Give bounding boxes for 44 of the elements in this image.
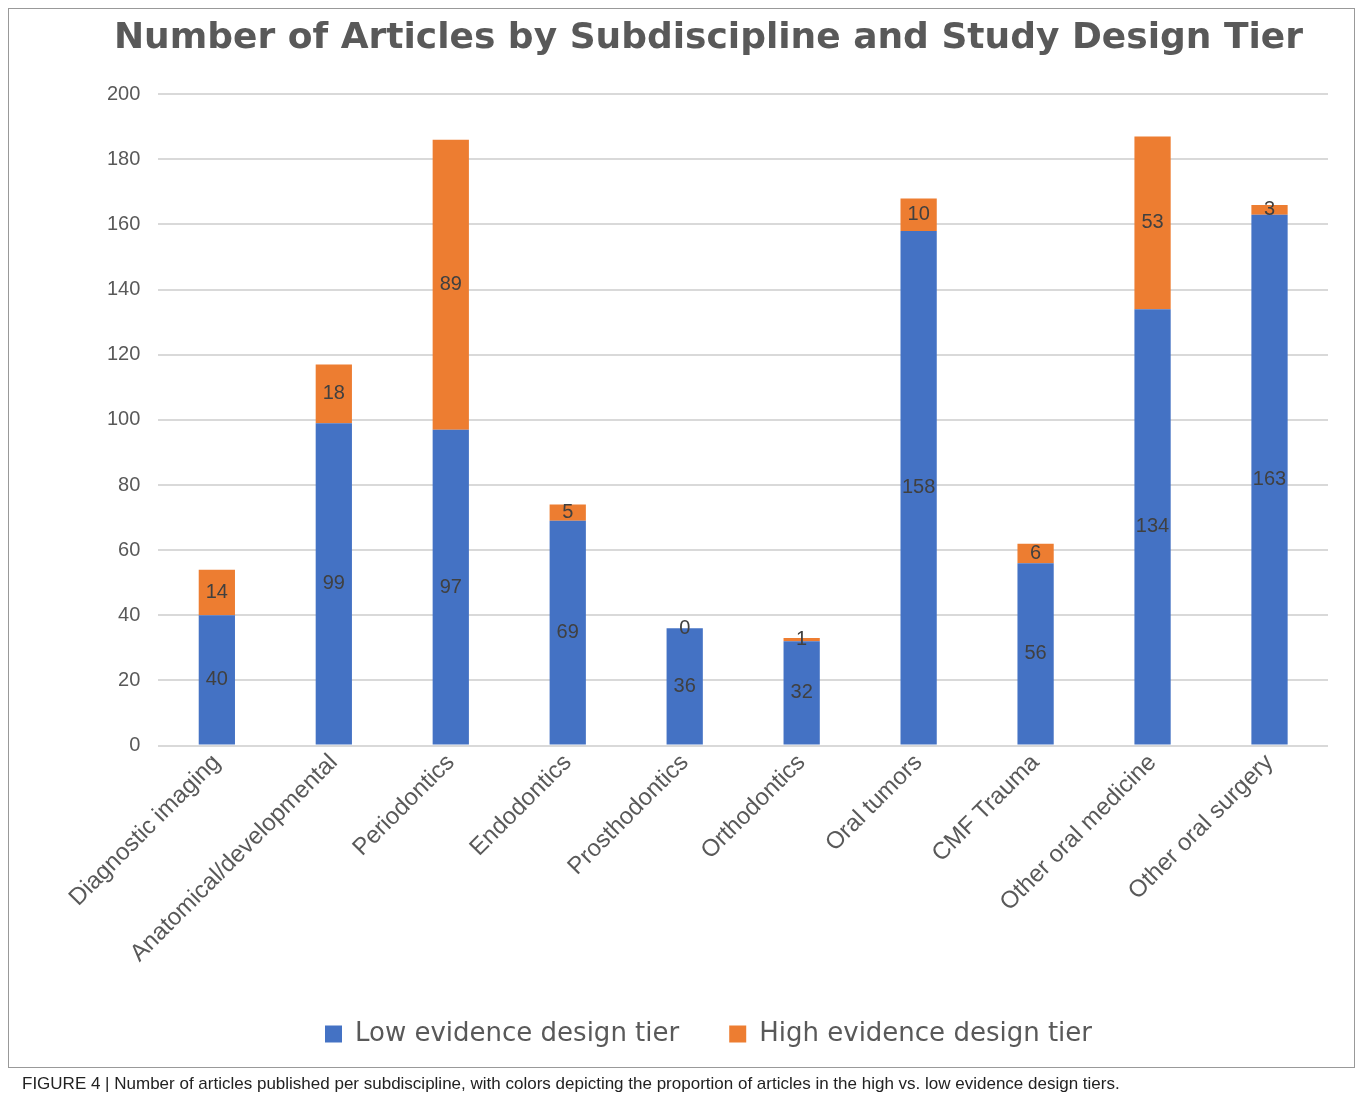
data-label: 1 xyxy=(796,627,808,650)
y-tick-label: 160 xyxy=(106,211,141,234)
data-label: 18 xyxy=(322,381,345,404)
data-label: 158 xyxy=(901,475,936,498)
bar xyxy=(315,364,352,424)
bar xyxy=(1134,136,1171,310)
data-label: 53 xyxy=(1141,210,1164,233)
legend-label: High evidence design tier xyxy=(759,1016,1093,1047)
bar xyxy=(1017,563,1054,745)
bar xyxy=(315,423,352,745)
data-label: 163 xyxy=(1252,467,1287,490)
data-label: 134 xyxy=(1135,514,1170,537)
y-tick-label: 180 xyxy=(106,146,141,169)
data-label: 56 xyxy=(1024,641,1047,664)
data-label: 89 xyxy=(439,272,462,295)
y-tick-label: 60 xyxy=(118,537,141,560)
data-label: 14 xyxy=(205,580,228,603)
bar xyxy=(198,615,235,745)
data-label: 69 xyxy=(556,620,579,643)
bar xyxy=(1251,214,1288,745)
y-tick-label: 140 xyxy=(106,277,141,300)
bar xyxy=(432,429,469,745)
data-label: 5 xyxy=(562,500,574,523)
bar xyxy=(549,520,586,745)
y-tick-label: 200 xyxy=(106,81,141,104)
bar xyxy=(900,230,937,745)
caption: FIGURE 4 | Number of articles published per subdiscipline, with colors depicting the proportion of articles in the high vs. low evidence design tiers. xyxy=(22,1074,1120,1094)
y-tick-label: 120 xyxy=(106,342,141,365)
y-tick-label: 40 xyxy=(118,602,141,625)
data-label: 99 xyxy=(322,571,345,594)
y-tick-label: 20 xyxy=(118,667,141,690)
data-label: 32 xyxy=(790,680,813,703)
y-tick-label: 0 xyxy=(129,733,141,756)
data-label: 10 xyxy=(907,202,930,225)
y-tick-label: 80 xyxy=(118,472,141,495)
y-tick-label: 100 xyxy=(106,407,141,430)
chart-title: Number of Articles by Subdiscipline and Study Design Tier xyxy=(113,14,1304,56)
data-label: 6 xyxy=(1030,540,1042,563)
bar xyxy=(432,139,469,430)
legend-label: Low evidence design tier xyxy=(355,1016,680,1047)
bar xyxy=(1134,309,1171,745)
data-label: 40 xyxy=(205,667,228,690)
data-label: 36 xyxy=(673,673,696,696)
data-label: 97 xyxy=(439,574,462,597)
